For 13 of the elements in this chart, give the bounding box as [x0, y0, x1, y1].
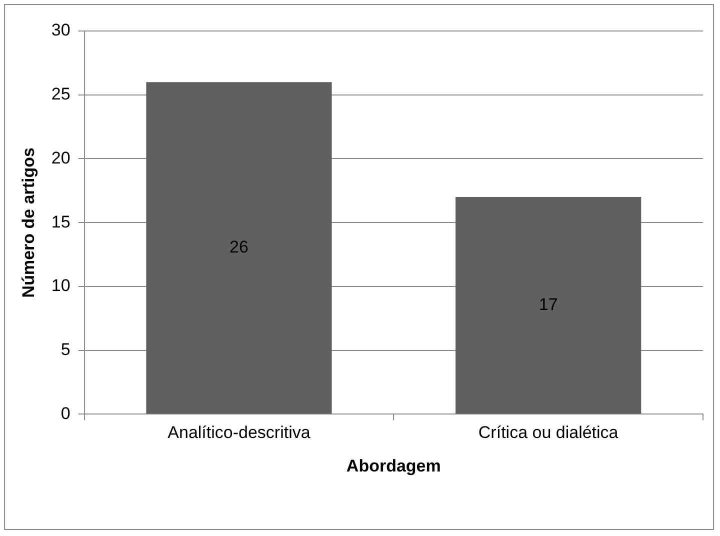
x-tick-label: Crítica ou dialética [478, 423, 619, 442]
x-axis-title: Abordagem [346, 456, 441, 476]
data-label: 17 [538, 295, 558, 314]
y-tick-label: 10 [51, 276, 70, 296]
y-tick-label: 0 [60, 404, 70, 423]
data-label: 26 [230, 238, 248, 257]
y-tick-label: 25 [51, 84, 70, 104]
y-tick-label: 30 [51, 20, 70, 40]
y-tick-label: 20 [51, 148, 70, 168]
y-axis-title: Número de artigos [18, 148, 38, 298]
y-tick-label: 5 [60, 340, 70, 360]
x-tick-label: Analítico-descritiva [168, 423, 311, 442]
y-tick-label: 15 [51, 212, 70, 232]
